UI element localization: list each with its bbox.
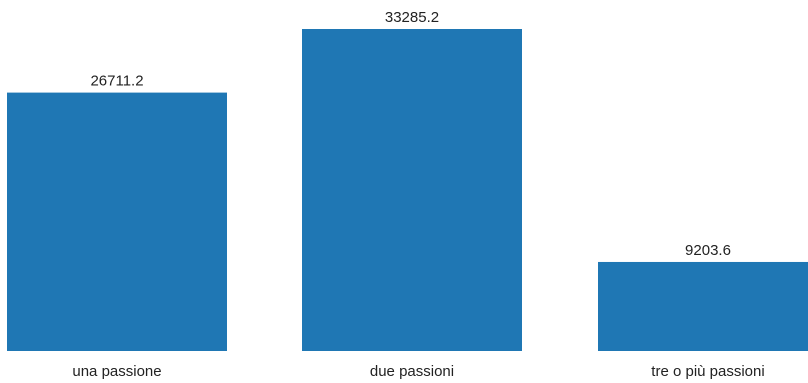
value-label-due-passioni: 33285.2 — [385, 9, 439, 26]
bar-tre-o-piu-passioni — [598, 261, 808, 351]
bars-group — [7, 29, 808, 351]
value-label-tre-o-piu-passioni: 9203.6 — [685, 242, 731, 259]
bar-una-passione — [7, 92, 227, 351]
category-labels-group: una passione due passioni tre o più passio… — [72, 363, 764, 380]
bar-due-passioni — [302, 29, 522, 351]
category-label-tre-o-piu-passioni: tre o più passioni — [651, 363, 764, 380]
value-label-una-passione: 26711.2 — [90, 73, 143, 90]
category-label-due-passioni: due passioni — [370, 363, 454, 380]
category-label-una-passione: una passione — [72, 363, 161, 380]
value-labels-group: 26711.2 33285.2 9203.6 — [90, 9, 731, 259]
